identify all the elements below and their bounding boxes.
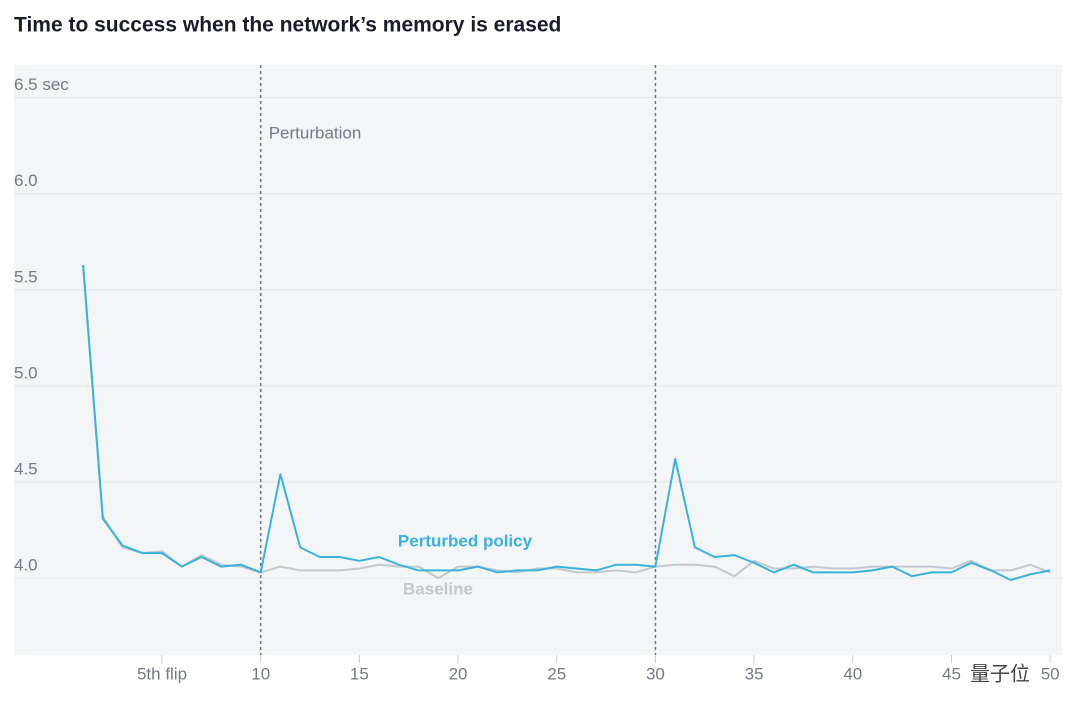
plot-area <box>14 65 1062 655</box>
annotation: Perturbation <box>269 123 362 142</box>
x-tick-label: 10 <box>251 664 270 683</box>
y-tick-label: 5.0 <box>14 363 38 382</box>
y-tick-label: 6.5 sec <box>14 75 69 94</box>
x-tick-label: 5th flip <box>137 664 187 683</box>
series-label: Perturbed policy <box>398 531 533 550</box>
y-tick-label: 5.5 <box>14 267 38 286</box>
series-label: Baseline <box>403 579 473 598</box>
x-tick-label: 35 <box>745 664 764 683</box>
x-tick-label: 40 <box>843 664 862 683</box>
y-tick-label: 6.0 <box>14 171 38 190</box>
x-tick-label: 50 <box>1041 664 1060 683</box>
x-tick-label: 45 <box>942 664 961 683</box>
y-tick-label: 4.0 <box>14 556 38 575</box>
x-tick-label: 15 <box>350 664 369 683</box>
chart-title: Time to success when the network’s memor… <box>14 14 561 37</box>
y-tick-label: 4.5 <box>14 460 38 479</box>
series-line <box>82 264 1051 581</box>
x-tick-label: 30 <box>646 664 665 683</box>
x-tick-label: 20 <box>449 664 468 683</box>
watermark: 量子位 <box>970 662 1030 685</box>
x-tick-label: 25 <box>547 664 566 683</box>
